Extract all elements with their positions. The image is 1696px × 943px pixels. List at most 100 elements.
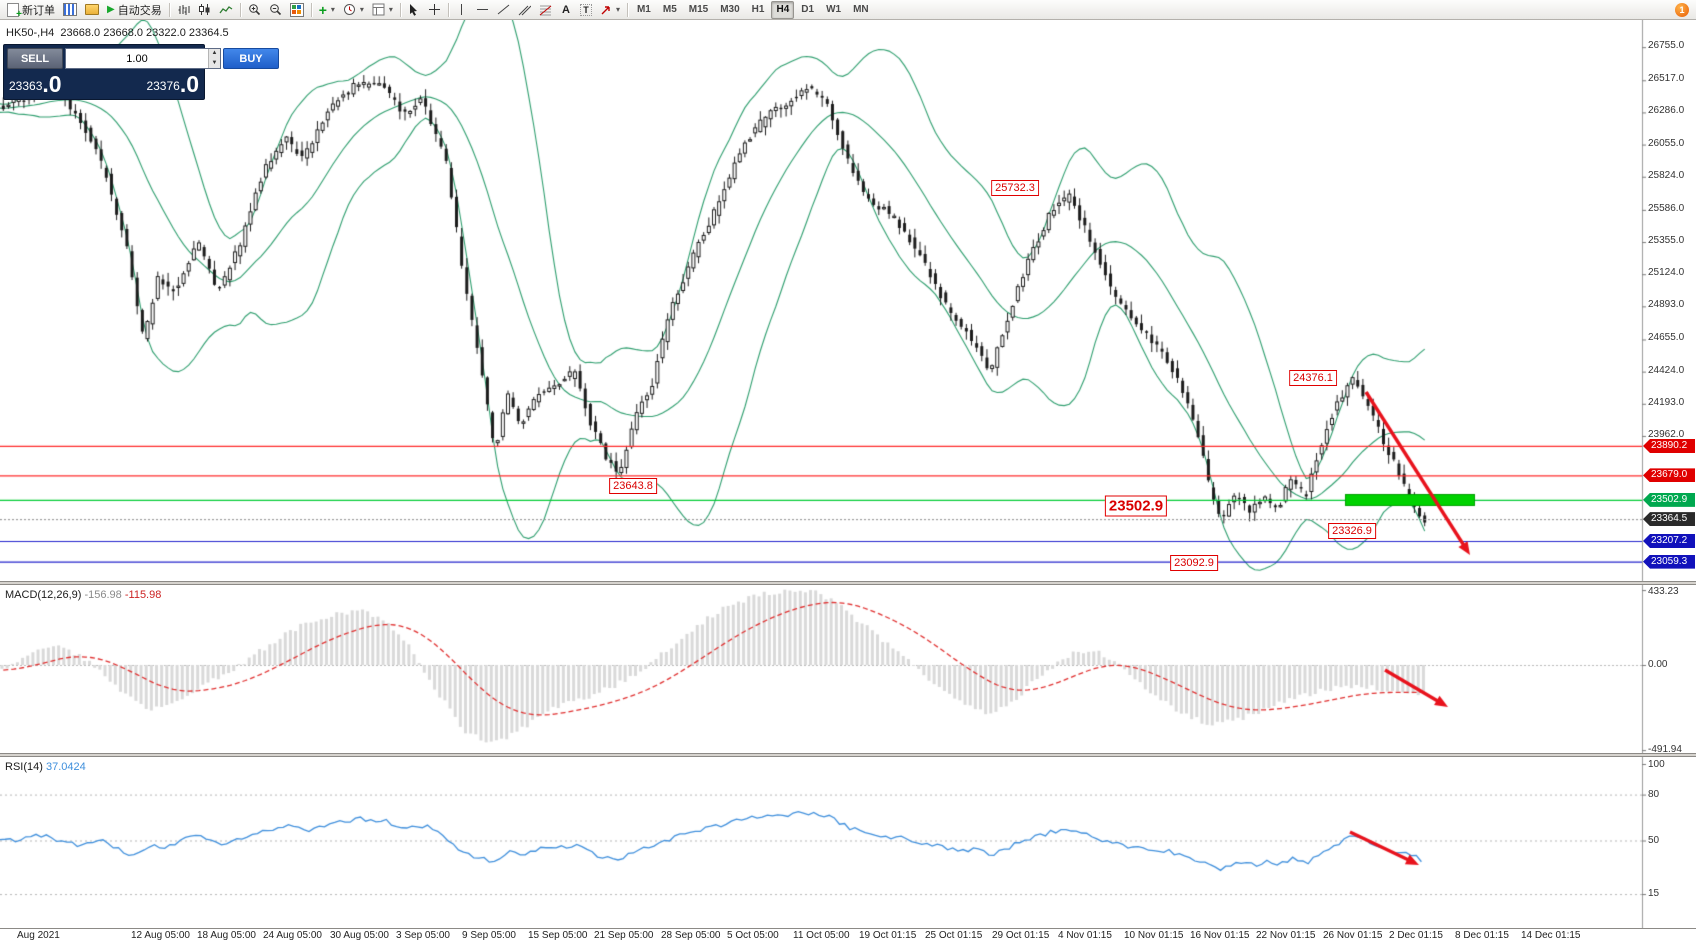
price-axis-label: 25124.0 (1648, 267, 1685, 279)
price-axis-label: 26517.0 (1648, 73, 1685, 85)
time-axis-label: 14 Dec 01:15 (1521, 930, 1581, 941)
fibonacci-icon (539, 4, 552, 16)
toolbar-separator (399, 2, 401, 17)
new-order-button[interactable]: + 新订单 (3, 1, 59, 19)
current-price-tag: 23364.5 (1643, 512, 1695, 527)
price-annotation: 24376.1 (1289, 370, 1337, 386)
rsi-axis-label: 15 (1648, 888, 1660, 900)
play-icon: ▶ (107, 4, 115, 15)
panel-separator-rsi[interactable] (0, 753, 1696, 757)
timeframe-button-m30[interactable]: M30 (720, 3, 740, 15)
time-axis-label: 21 Sep 05:00 (594, 930, 654, 941)
timeframe-button-h4[interactable]: H4 (771, 0, 795, 19)
tile-windows-icon (289, 2, 304, 17)
toolbar-separator (447, 2, 449, 17)
rsi-value: 37.0424 (45, 761, 86, 773)
price-level-tag: 23679.0 (1643, 468, 1695, 483)
timeframe-button-mn[interactable]: MN (853, 3, 869, 15)
time-axis-label: 29 Oct 01:15 (992, 930, 1050, 941)
time-axis-label: 24 Aug 05:00 (263, 930, 322, 941)
price-axis-label: 24655.0 (1648, 332, 1685, 344)
price-axis-label: 26286.0 (1648, 105, 1685, 117)
horizontal-line-button[interactable] (472, 1, 493, 19)
zoom-out-icon (269, 3, 282, 16)
cursor-button[interactable] (404, 1, 424, 19)
tile-windows-button[interactable] (286, 1, 308, 19)
channel-button[interactable] (514, 1, 535, 19)
timeframe-button-h1[interactable]: H1 (751, 3, 765, 15)
zoom-in-button[interactable] (244, 1, 265, 19)
candle-chart-button[interactable] (194, 1, 215, 19)
cursor-icon (408, 3, 419, 16)
price-level-tag: 23502.9 (1643, 492, 1695, 507)
line-chart-button[interactable] (215, 1, 237, 19)
macd-name: MACD(12,26,9) (5, 589, 82, 601)
volume-input[interactable] (66, 49, 208, 68)
rsi-indicator-label: RSI(14) 37.0424 (5, 761, 86, 773)
toolbar-separator (310, 2, 312, 17)
label-tool-button[interactable]: T (576, 1, 596, 19)
auto-trading-button-label: 自动交易 (117, 4, 162, 17)
buy-button-label: BUY (239, 52, 263, 65)
fibonacci-button[interactable] (535, 1, 556, 19)
text-tool-button[interactable]: A (556, 1, 576, 19)
zoom-out-button[interactable] (265, 1, 286, 19)
rsi-axis-label: 80 (1648, 788, 1660, 800)
templates-button[interactable]: ▾ (368, 1, 397, 19)
chevron-down-icon: ▾ (330, 5, 335, 14)
price-axis-label: 24893.0 (1648, 299, 1685, 311)
notification-badge[interactable]: 1 (1675, 2, 1689, 17)
time-axis-label: 15 Sep 05:00 (528, 930, 588, 941)
buy-button[interactable]: BUY (223, 48, 279, 69)
bar-chart-icon (177, 4, 190, 16)
crosshair-button[interactable] (424, 1, 445, 19)
clock-icon (343, 3, 356, 16)
channel-icon (518, 3, 531, 16)
rsi-axis-label: 100 (1648, 759, 1665, 770)
line-chart-icon (219, 4, 233, 16)
horizontal-line-icon (476, 5, 489, 14)
vertical-line-button[interactable] (452, 1, 472, 19)
price-annotation: 23326.9 (1328, 523, 1376, 539)
time-axis-label: 28 Sep 05:00 (661, 930, 721, 941)
profiles-button[interactable] (81, 1, 103, 19)
sell-price: 23363.0 (9, 73, 62, 96)
toolbar-separator (168, 2, 170, 17)
panel-separator-macd[interactable] (0, 581, 1696, 585)
time-axis-label: 12 Aug 05:00 (131, 930, 190, 941)
bar-chart-button[interactable] (173, 1, 194, 19)
shapes-button[interactable]: ▾ (596, 1, 624, 19)
sell-price-fraction: .0 (42, 71, 62, 97)
chevron-down-icon: ▾ (615, 5, 620, 14)
timeframe-button-m1[interactable]: M1 (636, 3, 651, 15)
candlestick-icon (198, 3, 211, 16)
arrows-icon (600, 4, 612, 16)
timeframe-button-m5[interactable]: M5 (662, 3, 677, 15)
volume-increase-button[interactable]: ▲ (208, 49, 220, 59)
zoom-in-icon (248, 3, 261, 16)
buy-price-fraction: .0 (179, 71, 199, 97)
time-axis-label: 25 Oct 01:15 (925, 930, 983, 941)
auto-trading-button[interactable]: ▶ 自动交易 (103, 1, 166, 19)
volume-decrease-button[interactable]: ▼ (208, 58, 220, 68)
time-axis-label: 8 Dec 01:15 (1455, 930, 1509, 941)
price-axis-label: 25355.0 (1648, 235, 1685, 247)
chart-window-button[interactable] (59, 1, 81, 19)
timeframe-button-d1[interactable]: D1 (801, 3, 815, 15)
template-icon (372, 3, 385, 16)
price-chart-canvas[interactable] (0, 20, 1696, 943)
periods-button[interactable]: ▾ (339, 1, 368, 19)
time-axis-label: 2 Dec 01:15 (1389, 930, 1443, 941)
time-axis-label: 3 Sep 05:00 (396, 930, 450, 941)
chart-title: HK50-,H4 23668.0 23668.0 23322.0 23364.5 (6, 27, 229, 39)
volume-box: ▲ ▼ (65, 48, 221, 69)
indicators-button[interactable]: + ▾ (315, 1, 339, 19)
sell-button[interactable]: SELL (7, 48, 63, 69)
price-level-tag: 23890.2 (1643, 438, 1695, 453)
price-annotation: 23092.9 (1170, 555, 1218, 571)
timeframe-button-w1[interactable]: W1 (826, 3, 842, 15)
trendline-button[interactable] (493, 1, 514, 19)
text-icon: A (561, 3, 570, 16)
timeframe-button-m15[interactable]: M15 (688, 3, 709, 15)
buy-price: 23376.0 (146, 73, 199, 96)
